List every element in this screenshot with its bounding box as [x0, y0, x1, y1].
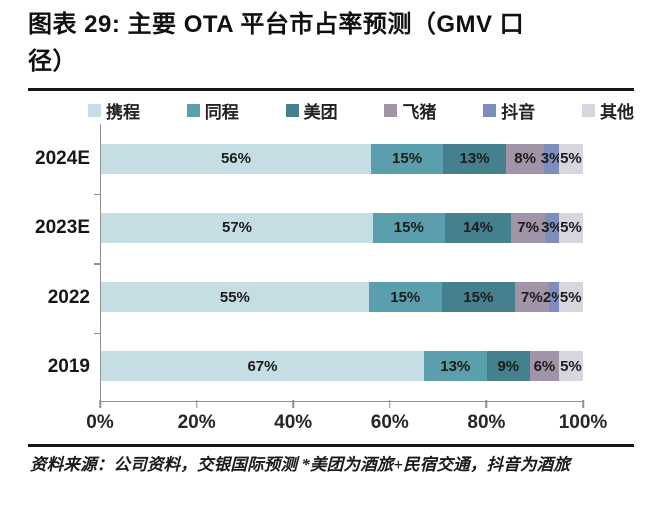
- bar-row: 55% 15% 15% 7% 2% 5%: [101, 263, 583, 332]
- category-label: 2019: [47, 356, 90, 378]
- bar-row: 57% 15% 14% 7% 3% 5%: [101, 193, 583, 262]
- footer-divider: [28, 444, 634, 447]
- category-label: 2023E: [35, 217, 90, 239]
- legend-swatch: [384, 103, 398, 117]
- x-axis-tick-label: 40%: [274, 412, 313, 433]
- segment-value-label: 15%: [393, 219, 424, 237]
- x-axis-tick: [389, 400, 391, 408]
- y-axis-tick: [94, 263, 100, 265]
- segment-value-label: 14%: [462, 219, 493, 237]
- segment-value-label: 8%: [514, 150, 536, 168]
- legend-label: 其他: [599, 102, 634, 122]
- y-axis-tick: [94, 193, 100, 195]
- bar-segment: 56%: [101, 143, 371, 174]
- segment-value-label: 15%: [392, 150, 423, 168]
- bar-segment: 15%: [370, 143, 444, 174]
- legend-item-3: 美团: [285, 98, 338, 123]
- bar-segment: 15%: [368, 282, 442, 313]
- bar-segment: 55%: [101, 282, 369, 313]
- bar-segment: 2%: [543, 282, 565, 313]
- bar-segment: 5%: [559, 212, 583, 243]
- bar-segment: 7%: [511, 212, 545, 243]
- segment-value-label: 3%: [540, 150, 563, 168]
- source-note: 资料来源：公司资料，交银国际预测 *美团为酒旅+民宿交通，抖音为酒旅: [30, 455, 571, 474]
- legend-item-1: 携程: [88, 98, 140, 123]
- legend-item-6: 其他: [581, 98, 634, 123]
- bar-segment: 5%: [558, 282, 583, 313]
- title-divider: [28, 88, 634, 91]
- y-axis-tick: [94, 332, 100, 334]
- x-axis-tick: [582, 400, 584, 408]
- segment-value-label: 6%: [533, 357, 556, 375]
- x-axis-tick-label: 0%: [86, 412, 114, 433]
- segment-value-label: 15%: [390, 288, 421, 306]
- bar-segment: 13%: [423, 351, 487, 382]
- chart-legend: 携程 同程 美团 飞猪 抖音 其他: [88, 97, 634, 123]
- bar-segment: 15%: [441, 282, 515, 313]
- bar-row: 67% 13% 9% 6% 5%: [101, 332, 583, 401]
- x-axis-tick-label: 100%: [558, 412, 608, 433]
- legend-swatch: [88, 103, 101, 117]
- x-axis-tick: [99, 400, 101, 408]
- bar-segment: 5%: [558, 351, 583, 382]
- bar-segment: 7%: [514, 282, 549, 313]
- legend-swatch: [186, 103, 200, 117]
- legend-label: 抖音: [501, 102, 536, 122]
- stacked-bar: 57% 15% 14% 7% 3% 5%: [101, 212, 583, 243]
- stacked-bar: 55% 15% 15% 7% 2% 5%: [101, 282, 583, 313]
- bar-segment: 9%: [486, 351, 530, 382]
- x-axis-tick: [485, 400, 488, 408]
- legend-swatch: [285, 103, 299, 117]
- legend-label: 携程: [106, 102, 140, 122]
- segment-value-label: 5%: [560, 357, 582, 375]
- x-axis: 0% 20% 40% 60% 80% 100%: [86, 400, 607, 444]
- segment-value-label: 7%: [520, 288, 543, 306]
- category-label: 2024E: [35, 147, 90, 169]
- legend-swatch: [483, 103, 497, 117]
- segment-value-label: 67%: [247, 357, 278, 375]
- x-axis-tick-label: 60%: [370, 412, 409, 433]
- segment-value-label: 5%: [560, 219, 582, 237]
- x-axis-tick-label: 80%: [467, 412, 506, 433]
- bar-segment: 67%: [101, 351, 424, 382]
- bar-segment: 3%: [541, 212, 563, 243]
- bar-segment: 14%: [444, 212, 512, 243]
- bar-segment: 6%: [529, 351, 559, 382]
- bar-segment: 13%: [443, 143, 506, 174]
- segment-value-label: 13%: [440, 357, 471, 375]
- x-axis-tick: [195, 400, 198, 408]
- bar-row: 56% 15% 13% 8% 3% 5%: [101, 124, 583, 193]
- segment-value-label: 56%: [220, 150, 251, 168]
- bar-segment: 57%: [101, 212, 374, 243]
- legend-item-2: 同程: [186, 98, 239, 123]
- legend-label: 同程: [204, 102, 239, 122]
- x-axis-tick: [292, 400, 294, 408]
- bar-segment: 15%: [373, 212, 445, 243]
- bar-segment: 5%: [558, 143, 583, 174]
- segment-value-label: 3%: [541, 219, 563, 237]
- bar-segment: 8%: [505, 143, 545, 174]
- segment-value-label: 5%: [559, 288, 582, 306]
- segment-value-label: 55%: [219, 288, 250, 306]
- segment-value-label: 7%: [517, 219, 539, 237]
- stacked-bar: 67% 13% 9% 6% 5%: [101, 351, 583, 382]
- plot-area: 56% 15% 13% 8% 3% 5% 57% 15% 14% 7% 3% 5% 55% 15% 15% 7…: [100, 124, 583, 402]
- segment-value-label: 57%: [221, 219, 253, 237]
- y-axis-labels: 2024E 2023E 2022 2019: [0, 124, 90, 402]
- segment-value-label: 5%: [560, 150, 582, 168]
- x-axis-tick-label: 20%: [177, 412, 216, 433]
- legend-label: 飞猪: [402, 102, 437, 122]
- bar-segment: 3%: [541, 143, 562, 174]
- legend-item-4: 飞猪: [384, 98, 436, 123]
- figure-title: 图表 29: 主要 OTA 平台市占率预测（GMV 口 径）: [28, 11, 525, 76]
- legend-item-5: 抖音: [483, 98, 535, 123]
- legend-swatch: [581, 103, 595, 117]
- category-label: 2022: [47, 286, 90, 308]
- segment-value-label: 13%: [459, 150, 490, 168]
- legend-label: 美团: [303, 102, 338, 122]
- stacked-bar: 56% 15% 13% 8% 3% 5%: [101, 143, 583, 174]
- segment-value-label: 15%: [463, 288, 494, 306]
- segment-value-label: 9%: [497, 357, 520, 375]
